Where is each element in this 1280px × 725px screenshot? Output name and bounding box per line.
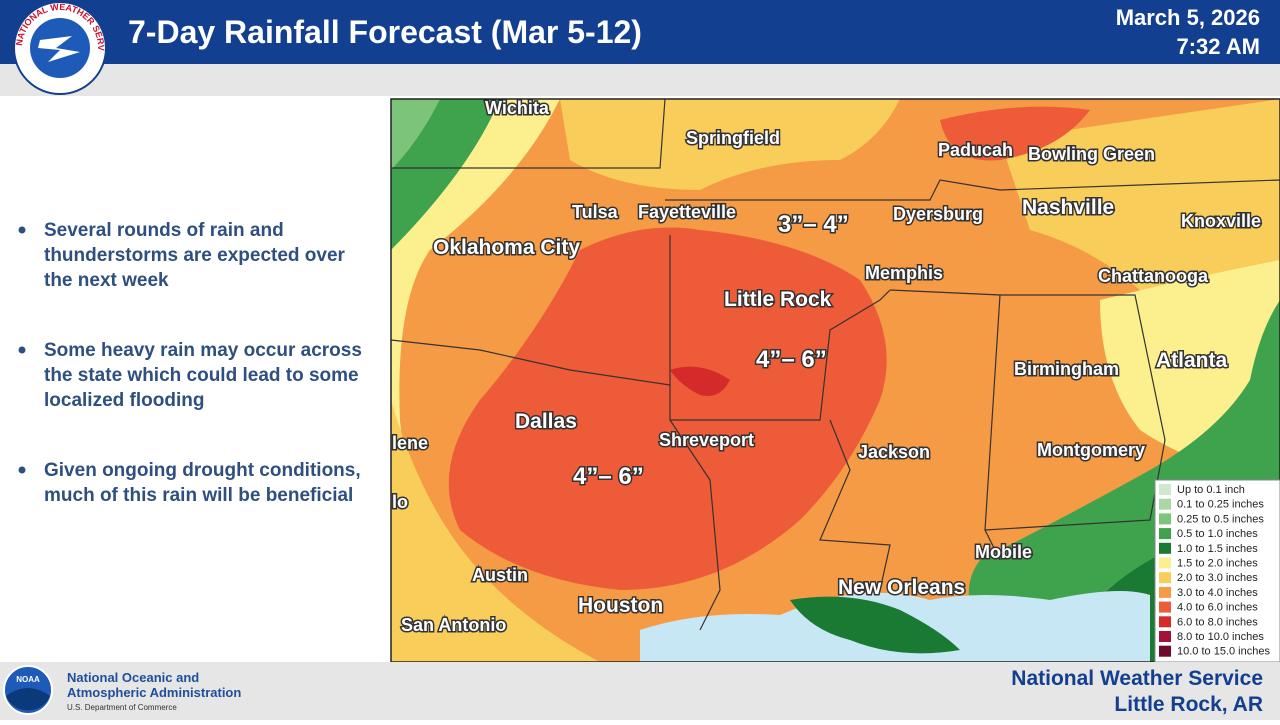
city-label: Montgomery <box>1037 440 1145 460</box>
agency-name: National Oceanic and <box>67 670 199 685</box>
city-label: Memphis <box>865 263 943 283</box>
legend-swatch <box>1159 616 1171 628</box>
bullet-line: the state which could lead to some <box>44 365 359 386</box>
nws-logo-inner <box>30 18 90 78</box>
noaa-logo-wave <box>6 688 50 711</box>
legend-swatch <box>1159 645 1171 657</box>
city-label: Dyersburg <box>893 204 983 224</box>
header-bar <box>0 0 1280 64</box>
bullet-line: Some heavy rain may occur across <box>44 340 362 361</box>
rain-area <box>670 366 730 396</box>
rain-area <box>1000 99 1280 300</box>
city-label: Atlanta <box>1156 349 1227 372</box>
city-label: Oklahoma City <box>433 236 580 259</box>
legend-swatch <box>1159 542 1171 554</box>
legend-label: 1.5 to 2.0 inches <box>1177 558 1258 570</box>
city-label: Jackson <box>858 442 930 462</box>
date: March 5, 2026 <box>1116 5 1260 30</box>
city-label: Little Rock <box>724 288 832 311</box>
legend-label: 0.5 to 1.0 inches <box>1177 528 1258 540</box>
city-label: Fayetteville <box>638 202 736 222</box>
city-label: lene <box>392 433 428 453</box>
time: 7:32 AM <box>1176 34 1260 59</box>
rain-area <box>391 99 440 170</box>
legend-swatch <box>1159 557 1171 569</box>
legend: Up to 0.1 inch 0.1 to 0.25 inches 0.25 to … <box>1154 479 1280 663</box>
legend-swatch <box>1159 631 1171 642</box>
city-label: Tulsa <box>572 202 619 222</box>
city-label: Birmingham <box>1014 359 1119 379</box>
rain-annotation: 4”– 6” <box>573 463 644 490</box>
rain-area <box>391 99 560 662</box>
legend-swatch <box>1159 601 1171 613</box>
agency-name: Atmospheric Administration <box>67 685 241 700</box>
office: National Weather Service <box>1011 667 1263 690</box>
legend-label: 10.0 to 15.0 inches <box>1177 646 1270 658</box>
city-label: Shreveport <box>659 430 754 450</box>
bullet-text: Some heavy rain may occur across the stat… <box>44 340 362 411</box>
legend-label: 8.0 to 10.0 inches <box>1177 631 1264 643</box>
legend-label: 0.1 to 0.25 inches <box>1177 499 1264 511</box>
rain-area <box>940 106 1090 161</box>
legend-swatch <box>1159 572 1171 584</box>
title: 7-Day Rainfall Forecast (Mar 5-12) <box>128 14 642 50</box>
city-label: Knoxville <box>1181 211 1261 231</box>
legend-label: 2.0 to 3.0 inches <box>1177 572 1258 584</box>
bullet-line: the next week <box>44 270 169 291</box>
rain-annotation: 3”– 4” <box>778 211 849 238</box>
legend-label: 4.0 to 6.0 inches <box>1177 602 1258 614</box>
city-label: Austin <box>472 565 528 585</box>
legend-swatch <box>1159 586 1171 598</box>
legend-swatch <box>1159 484 1171 495</box>
legend-swatch <box>1159 528 1171 540</box>
city-label: Mobile <box>975 542 1032 562</box>
city-label: Chattanooga <box>1098 266 1209 286</box>
logo-bolt <box>38 36 80 62</box>
legend-label: 0.25 to 0.5 inches <box>1177 513 1264 525</box>
bullet-dot <box>18 466 26 474</box>
city-label: Dallas <box>515 410 577 433</box>
bullet-list: Several rounds of rain and thunderstorms … <box>18 220 362 506</box>
rain-area <box>391 400 600 662</box>
bullet-dot <box>18 346 26 354</box>
bullet-text: Given ongoing drought conditions, much of… <box>44 460 361 506</box>
footer-bar <box>0 662 1280 720</box>
department: U.S. Department of Commerce <box>67 703 177 712</box>
city-label: New Orleans <box>838 576 965 599</box>
bullet-text: Several rounds of rain and thunderstorms … <box>44 220 346 291</box>
city-label: Nashville <box>1022 196 1114 219</box>
city-label: Bowling Green <box>1028 144 1155 164</box>
city-label: Springfield <box>686 128 780 148</box>
rain-annotation: 4”– 6” <box>756 346 827 373</box>
city-label: San Antonio <box>401 615 506 635</box>
header-band <box>0 64 1280 96</box>
bullet-line: localized flooding <box>44 390 204 411</box>
city-label: Paducah <box>938 140 1013 160</box>
city-label: lo <box>392 492 408 512</box>
legend-box <box>1154 479 1280 663</box>
bullet-line: Several rounds of rain and <box>44 220 284 241</box>
bullet-dot <box>18 226 26 234</box>
state-borders <box>391 99 1280 631</box>
office: Little Rock, AR <box>1114 693 1263 716</box>
labels: Wichita Springfield Paducah Bowling Gree… <box>391 98 1263 637</box>
legend-swatch <box>1159 498 1171 510</box>
rain-area <box>448 227 887 590</box>
bullet-line: thunderstorms are expected over <box>44 245 346 266</box>
rain-area <box>790 596 960 654</box>
city-label: Wichita <box>485 98 550 118</box>
legend-label: 3.0 to 4.0 inches <box>1177 587 1258 599</box>
map: Wichita Springfield Paducah Bowling Gree… <box>391 98 1280 662</box>
legend-label: 1.0 to 1.5 inches <box>1177 543 1258 555</box>
bullet-line: Given ongoing drought conditions, <box>44 460 361 481</box>
rain-area <box>560 99 900 190</box>
rain-area <box>391 99 500 250</box>
legend-swatch <box>1159 513 1171 525</box>
city-label: Houston <box>578 594 663 617</box>
legend-label: Up to 0.1 inch <box>1177 484 1245 496</box>
bullet-line: much of this rain will be beneficial <box>44 485 353 506</box>
noaa-logo-text: NOAA <box>16 675 40 684</box>
legend-label: 6.0 to 8.0 inches <box>1177 616 1258 628</box>
